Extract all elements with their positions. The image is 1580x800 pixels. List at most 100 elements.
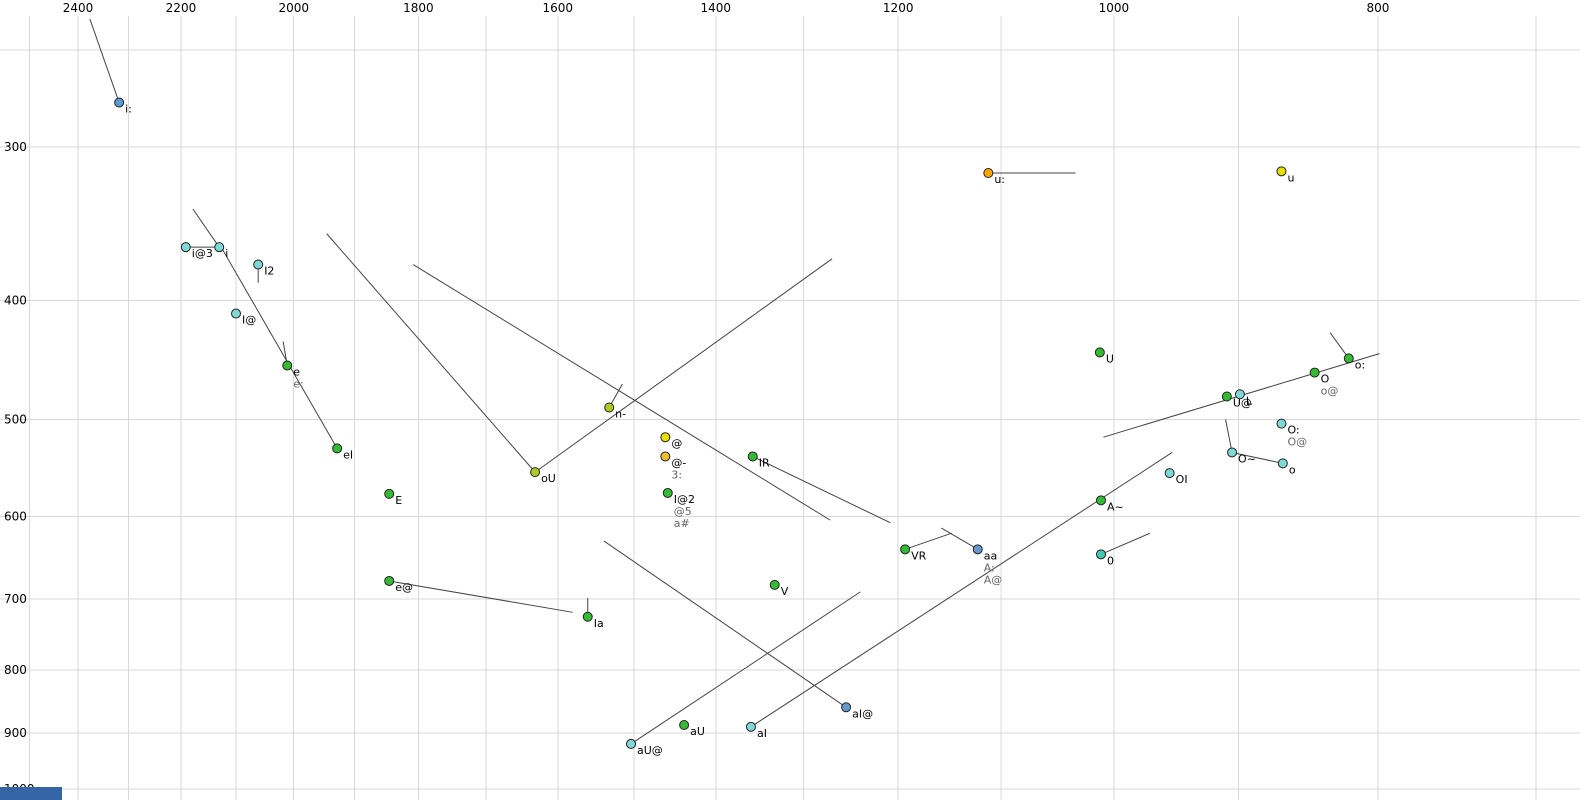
x-tick-label: 2000 xyxy=(278,1,309,15)
trajectory-line xyxy=(89,18,120,103)
vowel-label-o: o xyxy=(1289,463,1296,476)
trajectory-line xyxy=(630,591,861,745)
vowel-point-o xyxy=(1277,458,1288,469)
vowel-point-A~ xyxy=(1095,495,1106,506)
vowel-point-0 xyxy=(1095,549,1106,560)
y-tick-label: 800 xyxy=(4,663,27,677)
vowel-point-VR xyxy=(900,544,911,555)
vowel-label-IR: IR xyxy=(759,456,770,469)
trajectory-line xyxy=(412,264,831,521)
vowel-label-E: E xyxy=(395,494,402,507)
vowel-label-O@: O@ xyxy=(1287,436,1307,449)
trajectory-line xyxy=(1225,419,1233,453)
vowel-point-O~ xyxy=(1227,447,1238,458)
x-tick-label: 1600 xyxy=(543,1,574,15)
vowel-point-aI@ xyxy=(841,702,852,713)
trajectory-line xyxy=(750,452,1173,728)
vowel-point-eI xyxy=(332,443,343,454)
vowel-point-IR xyxy=(747,451,758,462)
vowel-label-U@: U@ xyxy=(1233,396,1252,409)
vowel-point-u xyxy=(1276,166,1287,177)
vowel-point-U@ xyxy=(1221,391,1232,402)
trajectory-line xyxy=(752,455,891,524)
trajectory-line xyxy=(326,233,536,473)
vowel-label-@5: @5 xyxy=(674,505,692,518)
vowel-label-n-: n- xyxy=(615,408,626,421)
vowel-point-O: xyxy=(1276,418,1287,429)
vowel-point-U xyxy=(1094,347,1105,358)
vowel-label-i:: i: xyxy=(125,103,132,116)
vowel-point-aU xyxy=(679,720,690,731)
vowel-point-i xyxy=(214,242,225,253)
y-tick-label: 600 xyxy=(4,510,27,524)
x-tick-label: 2400 xyxy=(63,1,94,15)
vowel-point-V xyxy=(769,579,780,590)
vowel-label-A:: A: xyxy=(984,561,995,574)
vowel-label-L: L xyxy=(1246,394,1253,407)
vowel-label-OI: OI xyxy=(1176,473,1188,486)
vowel-label-o@: o@ xyxy=(1321,385,1339,398)
vowel-label-u:: u: xyxy=(994,173,1005,186)
vowel-point-aa xyxy=(972,544,983,555)
trajectory-line xyxy=(1100,532,1151,555)
vowel-label-O:: O: xyxy=(1287,424,1299,437)
vowel-label-aU@: aU@ xyxy=(637,744,663,757)
vowel-label-0: 0 xyxy=(1107,554,1114,567)
vowel-label-3:: 3: xyxy=(671,468,682,481)
vowel-label-VR: VR xyxy=(911,549,927,562)
vowel-label-i@3: i@3 xyxy=(192,247,213,260)
vowel-label-o:: o: xyxy=(1355,358,1365,371)
vowel-label-aU: aU xyxy=(690,725,705,738)
vowel-point-e@ xyxy=(384,575,395,586)
vowel-point-OI xyxy=(1164,468,1175,479)
vowel-label-a#: a# xyxy=(674,517,690,530)
trajectory-line xyxy=(904,532,952,550)
x-tick-label: 1200 xyxy=(883,1,914,15)
vowel-label-e@: e@ xyxy=(395,581,413,594)
vowel-label-e:: e: xyxy=(293,378,303,391)
vowel-label-aI: aI xyxy=(757,727,767,740)
x-tick-label: 1000 xyxy=(1099,1,1130,15)
vowel-label-aI@: aI@ xyxy=(852,707,873,720)
trajectory-line xyxy=(389,580,573,613)
vowel-label-Ia: Ia xyxy=(594,617,604,630)
vowel-point-n- xyxy=(604,402,615,413)
vowel-label-I2: I2 xyxy=(264,265,274,278)
trajectory-line xyxy=(534,258,833,473)
vowel-point-aI xyxy=(745,721,756,732)
vowel-label-I@2: I@2 xyxy=(674,493,695,506)
vowel-label-i: i xyxy=(225,247,228,260)
vowel-label-O~: O~ xyxy=(1238,452,1256,465)
vowel-point-Ia xyxy=(582,611,593,622)
vowel-point-i@3 xyxy=(180,242,191,253)
vowel-point-u: xyxy=(983,168,994,179)
vowel-point-o: xyxy=(1343,353,1354,364)
trajectory-line xyxy=(941,527,978,550)
vowel-label-oU: oU xyxy=(541,472,556,485)
trajectory-line xyxy=(1231,451,1283,464)
vowel-label-aa: aa xyxy=(984,549,997,562)
vowel-point-E xyxy=(384,488,395,499)
x-tick-label: 2200 xyxy=(166,1,197,15)
vowel-label-eI: eI xyxy=(343,448,353,461)
vowel-label-e: e xyxy=(293,366,300,379)
vowel-point-I2 xyxy=(253,259,264,270)
vowel-point-I@2 xyxy=(662,487,673,498)
vowel-label-@: @ xyxy=(671,437,682,450)
vowel-point-e xyxy=(282,360,293,371)
trajectory-line xyxy=(603,540,847,708)
y-tick-label: 300 xyxy=(4,140,27,154)
vowel-label-O: O xyxy=(1321,373,1330,386)
y-tick-label: 700 xyxy=(4,592,27,606)
vowel-point-@ xyxy=(660,432,671,443)
vowel-label-u: u xyxy=(1287,171,1294,184)
vowel-point-@- xyxy=(660,451,671,462)
vowel-label-U: U xyxy=(1106,352,1114,365)
vowel-label-V: V xyxy=(781,585,789,598)
x-tick-label: 1400 xyxy=(701,1,732,15)
vowel-point-I@ xyxy=(231,308,242,319)
vowel-point-i: xyxy=(114,97,125,108)
vowel-label-I@: I@ xyxy=(242,314,256,327)
trajectory-line xyxy=(192,208,220,248)
